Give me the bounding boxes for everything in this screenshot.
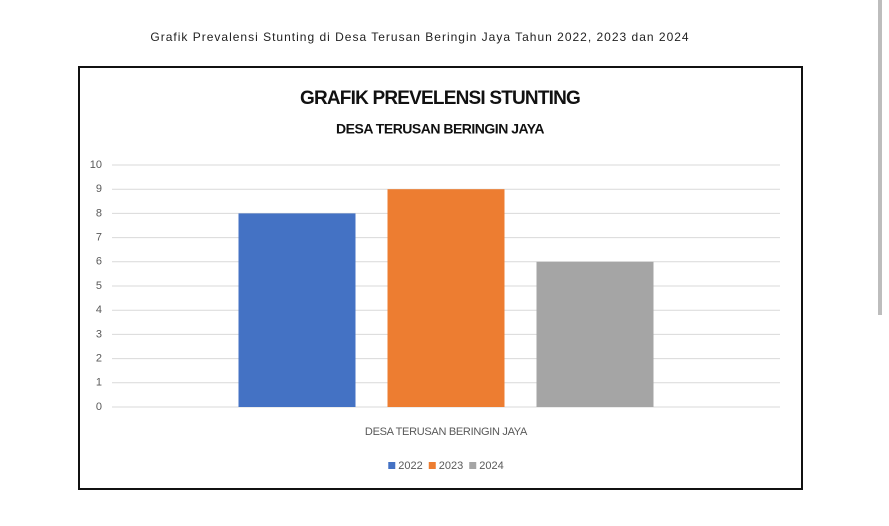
x-tick-label: DESA TERUSAN BERINGIN JAYA (365, 426, 528, 438)
caption: Grafik Prevalensi Stunting di Desa Terus… (150, 30, 689, 44)
legend-swatch (428, 462, 436, 469)
chart-subtitle: DESA TERUSAN BERINGIN JAYA (336, 121, 544, 137)
y-tick-label: 3 (96, 328, 102, 340)
scrollbar[interactable] (878, 0, 882, 315)
y-tick-label: 8 (96, 207, 102, 219)
y-tick-label: 10 (90, 159, 102, 171)
chart-title: GRAFIK PREVELENSI STUNTING (300, 88, 580, 109)
plot: 0 1 2 3 4 5 6 7 8 9 10 DESA TERUSAN BERINGIN JAYA 20… (90, 159, 780, 472)
y-tick-label: 0 (96, 401, 102, 413)
bar (387, 189, 505, 407)
y-tick-label: 5 (96, 280, 102, 292)
legend-swatch (469, 462, 477, 469)
bar (536, 261, 654, 407)
y-tick-label: 7 (96, 232, 102, 244)
legend-label: 2022 (398, 460, 422, 472)
y-tick-label: 6 (96, 256, 102, 268)
bar (238, 213, 356, 407)
y-tick-label: 9 (96, 183, 102, 195)
y-tick-label: 4 (96, 304, 102, 316)
legend-label: 2024 (479, 460, 503, 472)
legend-label: 2023 (439, 460, 463, 472)
legend-swatch (388, 462, 396, 469)
y-tick-label: 1 (96, 377, 102, 389)
y-tick-label: 2 (96, 353, 102, 365)
